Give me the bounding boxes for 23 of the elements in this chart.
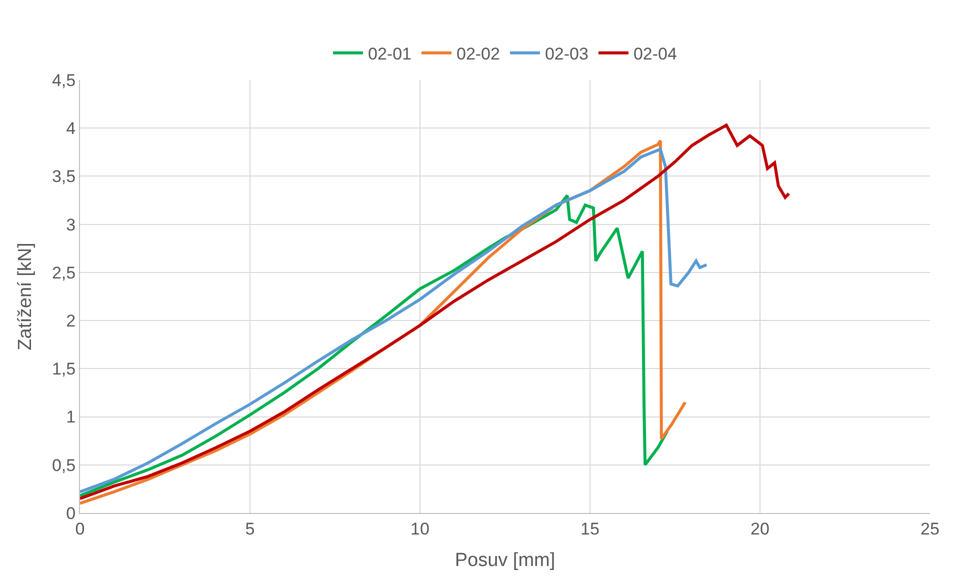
x-tick-label: 15 <box>580 519 600 538</box>
x-tick-label: 20 <box>750 519 770 538</box>
legend-label: 02-04 <box>633 44 677 64</box>
legend-label: 02-02 <box>456 44 500 64</box>
legend-label: 02-03 <box>544 44 588 64</box>
x-tick-label: 10 <box>410 519 430 538</box>
y-tick-label: 4,5 <box>52 70 76 90</box>
y-tick-label: 1 <box>66 408 76 427</box>
y-tick-label: 1,5 <box>52 360 76 379</box>
y-tick-label: 0 <box>66 504 76 523</box>
y-tick-label: 4 <box>66 119 76 138</box>
y-tick-label: 2,5 <box>52 263 76 282</box>
x-tick-label: 5 <box>245 519 255 538</box>
legend-label: 02-01 <box>368 44 412 64</box>
y-tick-label: 3 <box>66 215 76 234</box>
y-tick-label: 0,5 <box>52 456 76 475</box>
line-series <box>80 194 669 498</box>
x-tick-label: 25 <box>920 519 940 538</box>
x-axis-title: Posuv [mm] <box>454 550 556 572</box>
y-tick-label: 3,5 <box>52 167 76 186</box>
y-tick-label: 2 <box>66 312 76 331</box>
y-axis-title: Zatížení [kN] <box>14 242 36 350</box>
line-series <box>80 124 790 500</box>
